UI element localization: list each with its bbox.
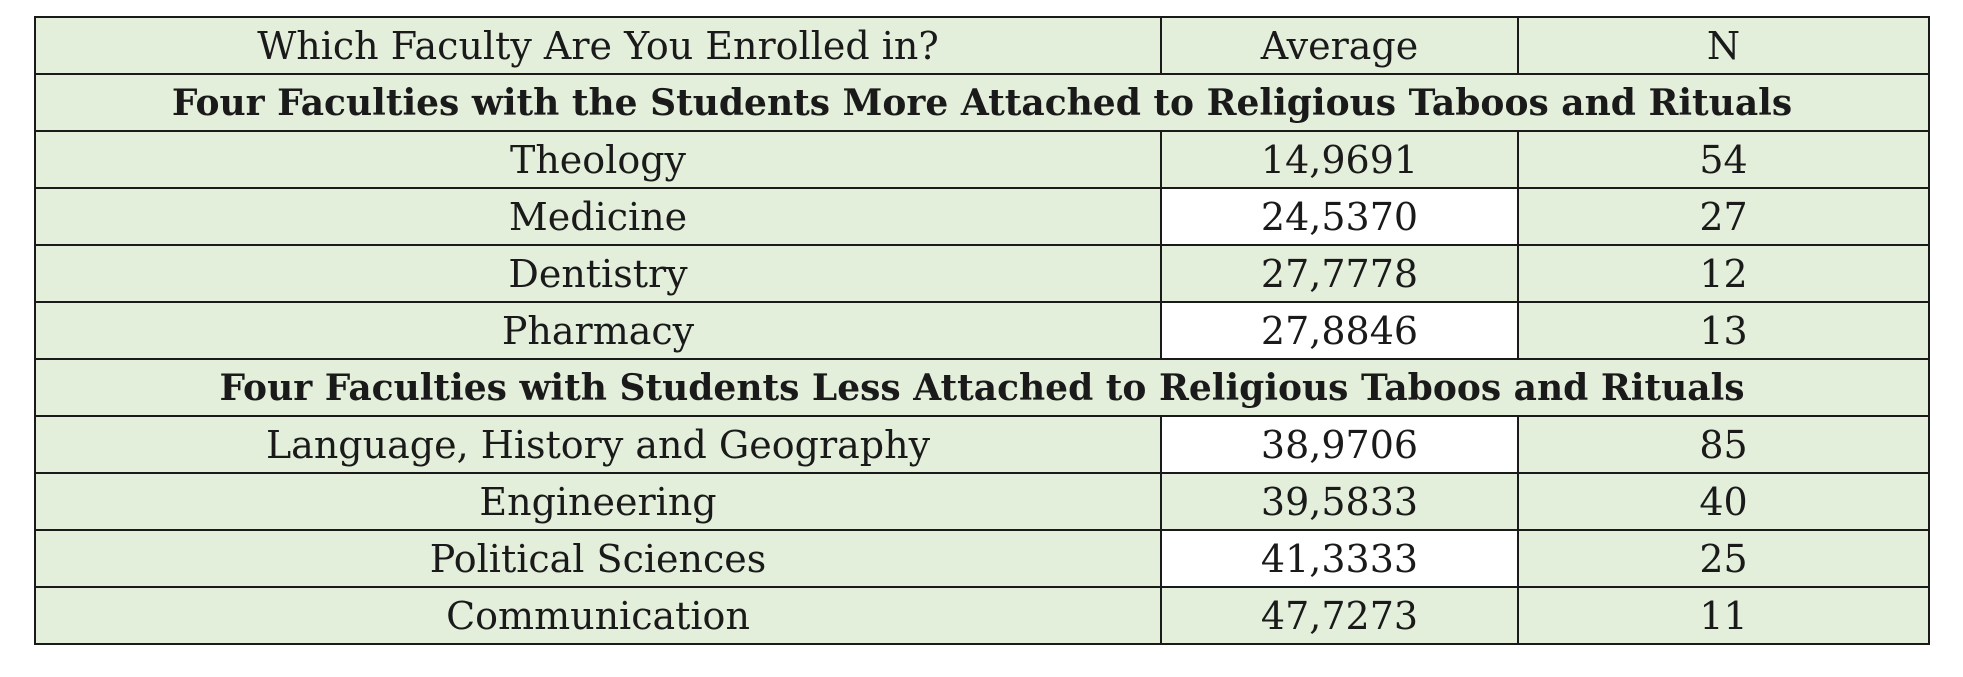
average-cell: 14,9691 [1160,130,1519,189]
average-cell: 47,7273 [1160,586,1519,645]
n-cell: 85 [1517,415,1930,474]
table-row: Political Sciences 41,3333 25 [34,529,1930,588]
header-n: N [1517,16,1930,75]
header-faculty: Which Faculty Are You Enrolled in? [34,16,1162,75]
n-cell: 13 [1517,301,1930,360]
header-average: Average [1160,16,1519,75]
average-cell: 41,3333 [1160,529,1519,588]
header-row: Which Faculty Are You Enrolled in? Avera… [34,16,1930,75]
table-row: Theology 14,9691 54 [34,130,1930,189]
n-cell: 25 [1517,529,1930,588]
faculty-cell: Engineering [34,472,1162,531]
faculty-cell: Communication [34,586,1162,645]
average-cell: 24,5370 [1160,187,1519,246]
n-cell: 54 [1517,130,1930,189]
section-row: Four Faculties with the Students More At… [34,73,1930,132]
average-cell: 38,9706 [1160,415,1519,474]
faculty-cell: Pharmacy [34,301,1162,360]
section-title: Four Faculties with Students Less Attach… [34,358,1930,417]
faculty-cell: Theology [34,130,1162,189]
table-row: Engineering 39,5833 40 [34,472,1930,531]
faculty-average-table: Which Faculty Are You Enrolled in? Avera… [34,16,1930,645]
n-cell: 11 [1517,586,1930,645]
average-cell: 27,8846 [1160,301,1519,360]
faculty-cell: Language, History and Geography [34,415,1162,474]
table-row: Pharmacy 27,8846 13 [34,301,1930,360]
n-cell: 12 [1517,244,1930,303]
table-row: Communication 47,7273 11 [34,586,1930,645]
average-cell: 39,5833 [1160,472,1519,531]
table-row: Language, History and Geography 38,9706 … [34,415,1930,474]
n-cell: 40 [1517,472,1930,531]
section-title: Four Faculties with the Students More At… [34,73,1930,132]
faculty-cell: Dentistry [34,244,1162,303]
average-cell: 27,7778 [1160,244,1519,303]
table-row: Dentistry 27,7778 12 [34,244,1930,303]
faculty-cell: Political Sciences [34,529,1162,588]
section-row: Four Faculties with Students Less Attach… [34,358,1930,417]
table-row: Medicine 24,5370 27 [34,187,1930,246]
faculty-cell: Medicine [34,187,1162,246]
n-cell: 27 [1517,187,1930,246]
